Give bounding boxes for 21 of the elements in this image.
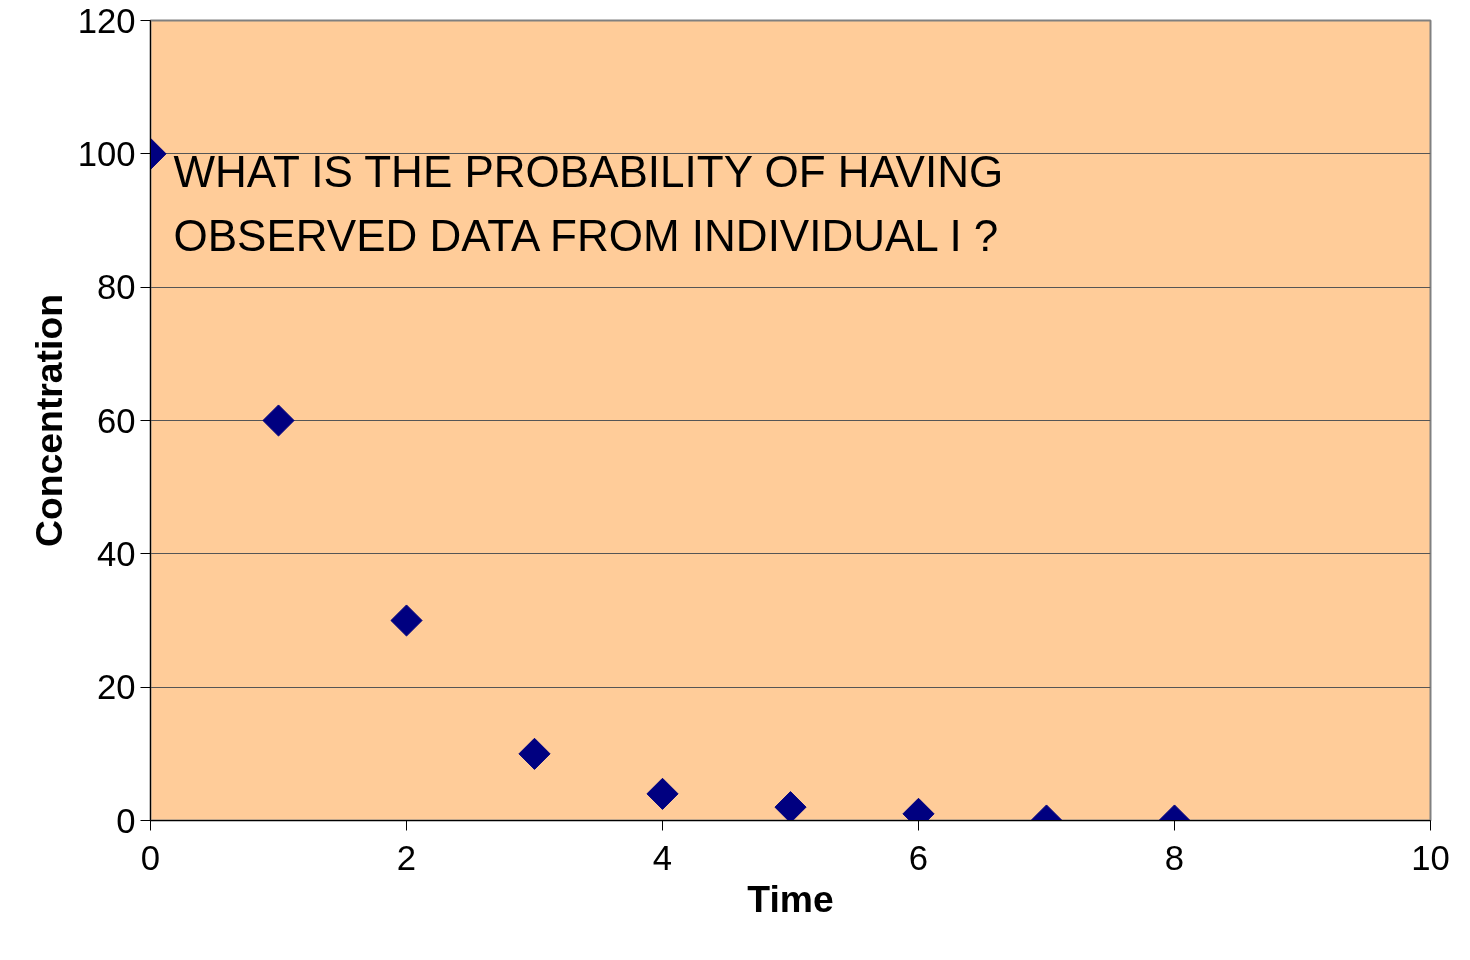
point [262,404,295,437]
y-axis-title: Concentration [27,293,70,547]
point [390,604,423,637]
x-tick-label: 0 [140,838,161,877]
y-tick-label: 40 [96,534,136,573]
y-tick-label: 100 [77,134,136,173]
x-tick-label: 6 [908,838,929,877]
x-tick-label: 8 [1164,838,1185,877]
point [774,791,807,821]
x-tick-label: 2 [396,838,417,877]
x-tick-label: 10 [1411,838,1450,877]
y-tick-label: 60 [96,401,136,440]
y-tick-label: 80 [96,268,136,307]
x-tick-label: 4 [652,838,673,877]
y-tick-label: 20 [96,668,136,707]
point [646,777,679,810]
y-tick-label: 120 [77,1,136,40]
y-tick-label: 0 [116,801,136,840]
x-axis-title: Time [747,877,834,920]
annotation: WHAT IS THE PROBABILITY OF HAVING OBSERVED DATA FROM INDIVIDUAL I ? [173,147,1004,260]
point [518,737,551,770]
